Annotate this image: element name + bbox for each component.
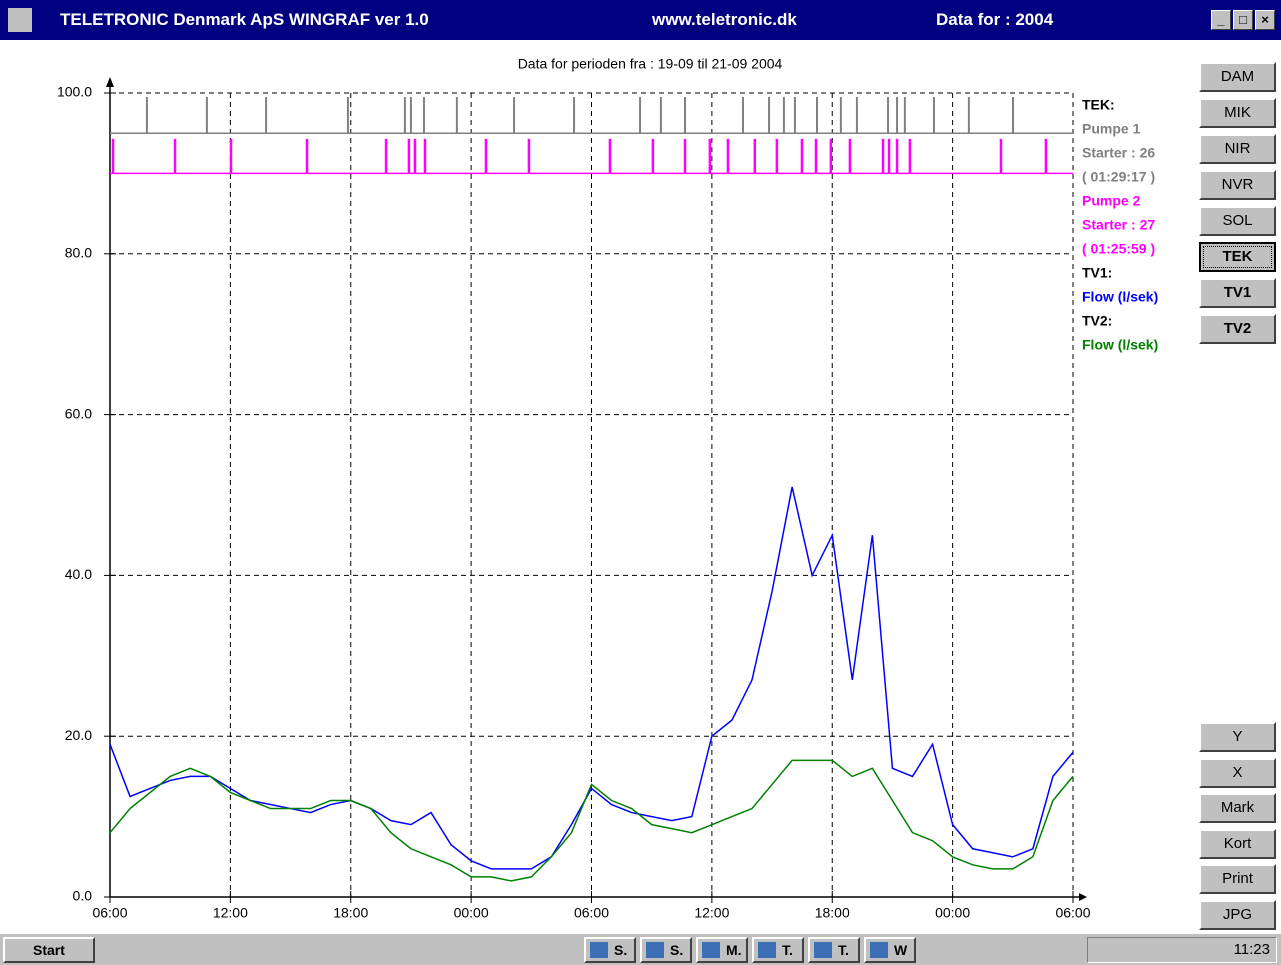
chart-title: Data for perioden fra : 19-09 til 21-09 …: [518, 56, 783, 72]
taskbar-item[interactable]: W: [864, 937, 916, 963]
tray: 11:23: [1087, 937, 1277, 963]
station-button[interactable]: TEK: [1199, 242, 1276, 272]
clock: 11:23: [1233, 941, 1270, 958]
legend-text: Pumpe 2: [1082, 193, 1141, 209]
y-tick-label: 20.0: [65, 727, 92, 743]
tool-button[interactable]: Kort: [1199, 828, 1276, 859]
x-axis-arrow: [1079, 893, 1087, 901]
taskbar-item[interactable]: S.: [584, 937, 636, 963]
legend-text: ( 01:29:17 ): [1082, 169, 1155, 185]
task-icon: [702, 942, 720, 958]
taskbar-item[interactable]: M.: [696, 937, 748, 963]
task-icon: [814, 942, 832, 958]
window-url: www.teletronic.dk: [652, 10, 797, 29]
tool-button[interactable]: Print: [1199, 864, 1276, 894]
legend-header: TEK:: [1082, 97, 1115, 113]
taskbar: Start 11:23 S. S. M. T. T. W: [0, 932, 1281, 965]
y-tick-label: 0.0: [73, 888, 93, 904]
maximize-button[interactable]: □: [1233, 10, 1253, 30]
y-tick-label: 60.0: [65, 405, 92, 421]
x-tick-label: 18:00: [333, 905, 368, 921]
x-tick-label: 12:00: [213, 905, 248, 921]
window-title: TELETRONIC Denmark ApS WINGRAF ver 1.0: [60, 10, 429, 29]
station-button[interactable]: SOL: [1199, 206, 1276, 236]
title-bar: TELETRONIC Denmark ApS WINGRAF ver 1.0 w…: [0, 0, 1281, 40]
flow-line: [109, 486, 1074, 870]
task-icon: [590, 942, 608, 958]
task-icon: [870, 942, 888, 958]
tool-button[interactable]: JPG: [1199, 899, 1276, 930]
minimize-button[interactable]: _: [1211, 10, 1231, 30]
taskbar-item[interactable]: S.: [640, 937, 692, 963]
station-button[interactable]: TV2: [1199, 314, 1276, 344]
close-button[interactable]: ×: [1255, 10, 1275, 30]
flow-line: [109, 759, 1074, 882]
x-tick-label: 18:00: [815, 905, 850, 921]
y-axis-arrow: [106, 77, 114, 87]
station-button[interactable]: NVR: [1199, 170, 1276, 200]
y-tick-label: 80.0: [65, 245, 92, 261]
x-tick-label: 06:00: [92, 905, 127, 921]
legend-text: Starter : 26: [1082, 145, 1155, 161]
tool-button[interactable]: Y: [1199, 722, 1276, 752]
task-icon: [758, 942, 776, 958]
window-year: Data for : 2004: [936, 10, 1054, 29]
legend-text: ( 01:25:59 ): [1082, 241, 1155, 257]
legend-series: Flow (l/sek): [1082, 289, 1158, 305]
x-tick-label: 00:00: [454, 905, 489, 921]
station-button[interactable]: MIK: [1199, 98, 1276, 128]
x-tick-label: 06:00: [574, 905, 609, 921]
task-icon: [646, 942, 664, 958]
app-icon: [8, 8, 32, 32]
legend-station: TV2:: [1082, 313, 1112, 329]
legend-station: TV1:: [1082, 265, 1112, 281]
y-tick-label: 40.0: [65, 566, 92, 582]
station-button[interactable]: DAM: [1199, 62, 1276, 92]
tool-button[interactable]: Mark: [1199, 793, 1276, 823]
tool-button[interactable]: X: [1199, 757, 1276, 788]
start-button[interactable]: Start: [3, 937, 95, 963]
chart: Data for perioden fra : 19-09 til 21-09 …: [57, 56, 1158, 921]
legend-series: Flow (l/sek): [1082, 337, 1158, 353]
station-button[interactable]: NIR: [1199, 134, 1276, 164]
station-button[interactable]: TV1: [1199, 278, 1276, 308]
legend-text: Pumpe 1: [1082, 121, 1141, 137]
legend-text: Starter : 27: [1082, 217, 1155, 233]
y-tick-label: 100.0: [57, 84, 92, 100]
taskbar-item[interactable]: T.: [752, 937, 804, 963]
x-tick-label: 06:00: [1055, 905, 1090, 921]
x-tick-label: 00:00: [935, 905, 970, 921]
x-tick-label: 12:00: [694, 905, 729, 921]
taskbar-item[interactable]: T.: [808, 937, 860, 963]
